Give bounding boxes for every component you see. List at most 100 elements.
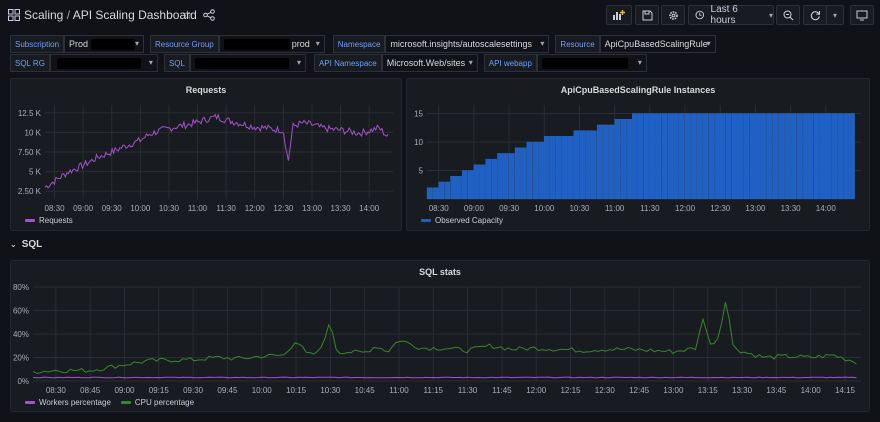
redacted-block [223,39,290,50]
y-tick-label: 10 K [25,128,42,137]
capacity-bar [655,113,662,200]
x-tick-label: 08:30 [429,204,450,213]
capacity-bar [573,130,580,200]
y-tick-label: 2.50 K [18,187,42,196]
x-tick-label: 10:00 [130,204,151,213]
variable-label-subscription: Subscription [10,35,65,53]
capacity-bar [637,113,644,200]
legend-item[interactable]: CPU percentage [120,398,194,407]
chevron-down-icon: ▾ [148,58,153,67]
x-tick-label: 10:30 [159,204,180,213]
capacity-bar [837,113,843,200]
save-dashboard-button[interactable] [635,5,659,25]
sql-row-header[interactable]: ⌄ SQL [10,239,42,250]
capacity-bar [585,130,591,200]
capacity-bar [626,119,632,200]
row-title: SQL [21,239,43,250]
x-tick-label: 11:00 [605,204,625,213]
capacity-bar [849,113,855,200]
view-mode-button[interactable] [850,5,874,25]
x-tick-label: 09:00 [464,204,485,213]
y-tick-label: 40% [13,330,29,339]
requests-chart: 2.50 K 5 K 7.50 K 10 K 12.5 K 08:30 09:00 09:30… [18,105,393,213]
add-panel-icon [613,10,625,20]
resource-group-select[interactable]: prod ▾ [218,35,325,53]
capacity-bar [555,136,562,200]
redacted-block [541,58,628,69]
y-tick-label: 60% [13,307,29,316]
breadcrumb-folder[interactable]: Scaling [24,8,64,22]
sql-rg-select[interactable]: ▾ [49,54,158,72]
sql-select[interactable]: ▾ [189,54,306,72]
zoom-out-button[interactable] [776,5,800,25]
capacity-bar [831,113,838,200]
dashboards-grid-icon[interactable] [8,9,20,21]
requests-panel[interactable]: Requests 2.50 K 5 K 7.50 K 10 K 12.5 K 08:30 0… [10,78,402,231]
instances-panel[interactable]: ApiCpuBasedScalingRule Instances 5 10 15 08… [406,78,870,231]
resource-group-value: prod [291,39,310,49]
redacted-block [56,58,141,69]
add-panel-button[interactable] [606,5,632,25]
share-icon[interactable] [203,9,215,21]
chevron-down-icon: ▾ [832,10,837,20]
subscription-select[interactable]: Prod ▾ [64,35,145,53]
capacity-bar [784,113,791,200]
x-tick-label: 09:00 [73,204,94,213]
api-webapp-select[interactable]: ▾ [536,54,647,72]
redacted-block [194,58,289,69]
legend-item[interactable]: Requests [25,216,73,225]
capacity-bar [749,113,756,200]
x-tick-label: 13:30 [781,204,802,213]
capacity-bar [772,113,779,200]
x-tick-label: 14:00 [801,386,822,395]
y-tick-label: 15 [414,110,423,119]
x-tick-label: 13:30 [732,386,753,395]
chevron-down-icon: ▾ [540,39,545,48]
legend-item[interactable]: Observed Capacity [421,216,503,225]
refresh-button[interactable] [803,5,827,25]
x-tick-label: 13:15 [698,386,719,395]
api-namespace-select[interactable]: Microsoft.Web/sites ▾ [381,54,478,72]
capacity-bar [643,113,650,200]
capacity-bar [761,113,767,200]
api-namespace-value: Microsoft.Web/sites [386,58,466,68]
dashboard-settings-button[interactable] [661,5,685,25]
variable-label-resource-group: Resource Group [150,35,219,53]
capacity-bar [720,113,726,200]
resource-select[interactable]: ApiCpuBasedScalingRule ▾ [599,35,716,53]
time-range-picker[interactable]: Last 6 hours ▾ [688,4,774,26]
capacity-bar [467,170,474,200]
capacity-bar [561,136,568,200]
series-line-cpu [32,302,857,374]
sql-stats-panel[interactable]: SQL stats 0% 20% 40% 60% 80% 08:30 08:45 09:00 0… [10,260,870,412]
x-tick-label: 10:00 [252,386,273,395]
capacity-bar [796,113,802,200]
star-icon[interactable]: ☆ [182,8,193,22]
capacity-bar [702,113,709,200]
breadcrumb-separator: / [66,8,71,22]
namespace-select[interactable]: microsoft.insights/autoscalesettings ▾ [385,35,550,53]
legend-item[interactable]: Workers percentage [25,398,111,407]
chevron-down-icon: ▾ [315,39,320,48]
variable-label-sql: SQL [163,54,190,72]
capacity-bar [479,164,486,200]
capacity-bar [743,113,750,200]
capacity-bar [673,113,679,200]
x-tick-label: 11:15 [424,386,444,395]
x-tick-label: 14:15 [835,386,856,395]
x-tick-label: 09:30 [499,204,520,213]
capacity-bar [778,113,785,200]
capacity-bar [714,113,720,200]
chevron-down-icon: ▾ [637,58,642,67]
capacity-bar [737,113,744,200]
x-tick-label: 11:30 [640,204,660,213]
monitor-icon [856,10,868,20]
capacity-bar [503,153,509,200]
capacity-bar [731,113,738,200]
capacity-bar [450,176,456,200]
refresh-interval-dropdown[interactable]: ▾ [826,5,844,25]
x-tick-label: 10:15 [286,386,307,395]
capacity-bar [444,181,451,200]
capacity-bar [790,113,797,200]
chart-legend: Workers percentage CPU percentage [25,398,204,407]
